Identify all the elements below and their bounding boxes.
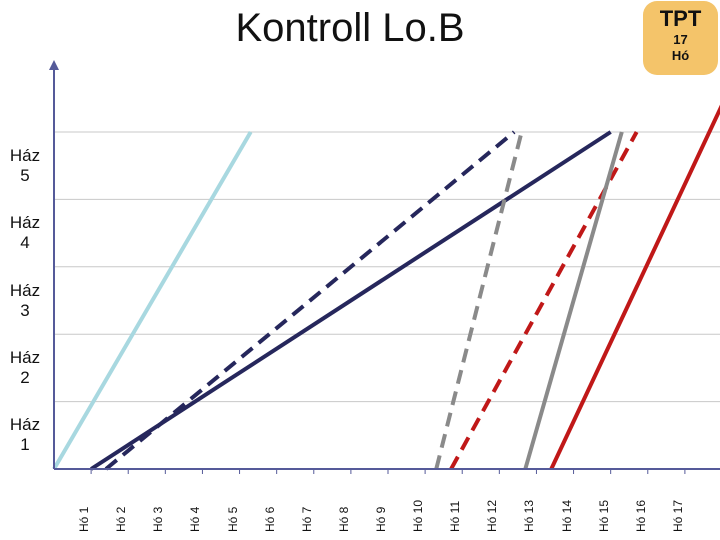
x-label-7: Hó 7 [299, 506, 314, 532]
x-label-11: Hó 11 [448, 500, 463, 532]
y-axis-arrow [49, 60, 59, 70]
x-label-17: Hó 17 [670, 499, 685, 532]
series-light-blue-solid [52, 130, 253, 471]
x-label-4: Hó 4 [188, 506, 203, 532]
y-label-number: 2 [20, 367, 30, 387]
y-label-4: Ház 4 [0, 213, 50, 253]
x-label-10: Hó 10 [411, 499, 426, 532]
y-label-2: Ház 2 [0, 348, 50, 388]
x-label-14: Hó 14 [559, 499, 574, 532]
x-label-3: Hó 3 [151, 506, 166, 532]
series-gray-solid [523, 131, 624, 470]
series-navy-dashed [104, 130, 516, 471]
x-label-5: Hó 5 [225, 506, 240, 532]
x-label-16: Hó 16 [633, 499, 648, 532]
series-gray-dashed [434, 131, 524, 470]
grid-lines [54, 131, 720, 403]
x-label-13: Hó 13 [522, 499, 537, 532]
badge-subtext-number: 17 [673, 32, 688, 47]
y-label-word: Ház [9, 145, 41, 165]
x-label-2: Hó 2 [114, 506, 129, 532]
x-label-8: Hó 8 [336, 506, 351, 532]
x-label-6: Hó 6 [262, 506, 277, 532]
y-label-1: Ház 1 [0, 415, 50, 455]
chart-title: Kontroll Lo.B [235, 6, 465, 50]
badge-subtext-unit: Hó [671, 48, 690, 63]
series-red-solid [549, 104, 720, 470]
x-label-9: Hó 9 [374, 506, 388, 532]
x-label-15: Hó 15 [596, 499, 611, 532]
badge-text: TPT [659, 6, 702, 31]
axes [49, 60, 720, 474]
y-label-word: Ház [9, 280, 41, 300]
y-label-3: Ház 3 [0, 281, 50, 321]
y-label-number: 1 [20, 435, 30, 455]
y-label-word: Ház [9, 347, 41, 367]
y-label-number: 3 [20, 300, 30, 320]
y-label-word: Ház [9, 213, 41, 233]
y-label-5: Ház 5 [0, 146, 50, 186]
series-navy-solid [90, 130, 612, 471]
y-label-number: 4 [20, 233, 30, 253]
tpt-badge: TPT 17 Hó [643, 1, 718, 75]
series-lines [52, 104, 720, 471]
x-label-1: Hó 1 [77, 506, 92, 532]
y-label-number: 5 [20, 165, 30, 185]
y-label-word: Ház [9, 415, 41, 435]
x-label-12: Hó 12 [485, 499, 500, 532]
